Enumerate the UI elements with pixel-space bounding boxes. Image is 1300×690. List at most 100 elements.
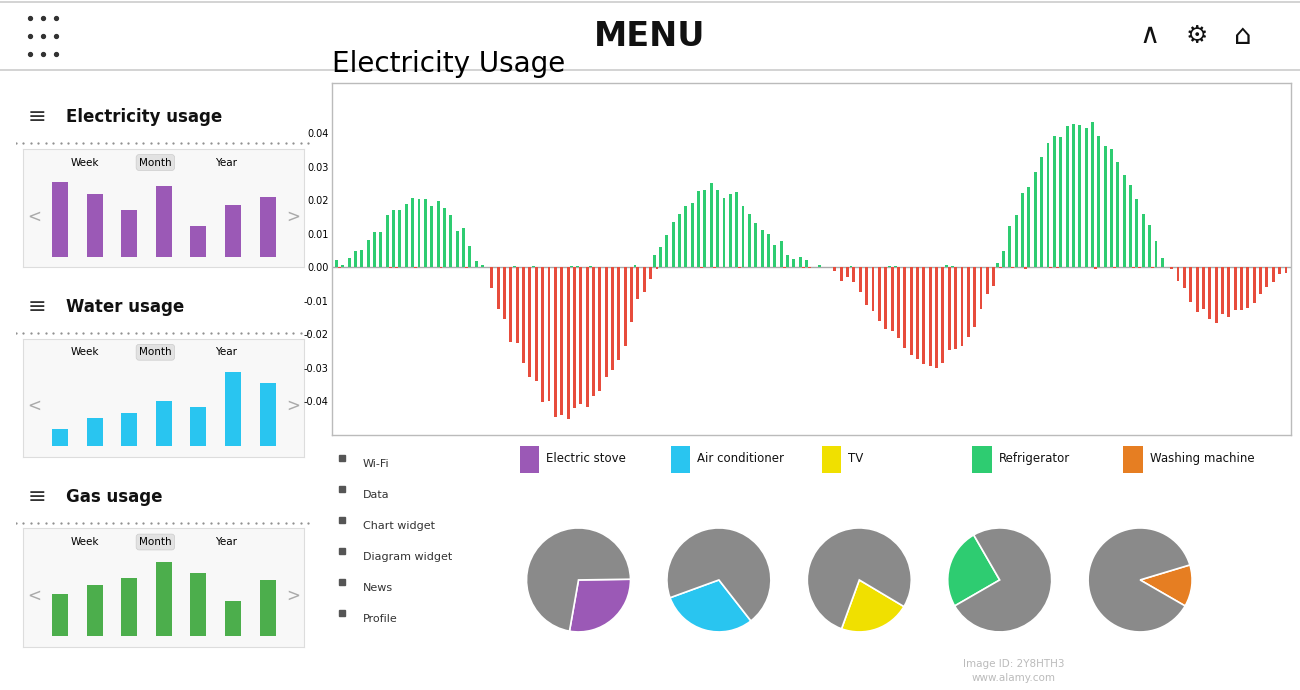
Bar bbox=[840, 267, 842, 282]
Bar bbox=[690, 204, 694, 267]
Bar bbox=[1161, 258, 1164, 267]
Bar bbox=[190, 226, 207, 257]
Bar bbox=[672, 222, 675, 267]
Bar bbox=[954, 267, 957, 349]
Text: Year: Year bbox=[214, 157, 237, 168]
Bar bbox=[786, 255, 789, 267]
Bar bbox=[948, 267, 950, 350]
Bar bbox=[389, 267, 391, 268]
Bar bbox=[846, 267, 849, 277]
Text: Water usage: Water usage bbox=[66, 298, 185, 316]
Bar bbox=[1066, 126, 1069, 267]
Bar bbox=[541, 267, 545, 402]
Bar bbox=[456, 230, 459, 267]
Bar bbox=[697, 190, 699, 267]
Bar bbox=[1271, 267, 1275, 282]
Bar bbox=[1135, 199, 1139, 267]
Bar bbox=[560, 267, 563, 415]
Bar bbox=[481, 266, 484, 267]
Bar bbox=[1221, 267, 1223, 314]
Bar bbox=[967, 267, 970, 337]
Bar bbox=[1234, 267, 1236, 310]
Bar bbox=[347, 259, 351, 267]
Bar bbox=[532, 266, 534, 267]
Text: Washing machine: Washing machine bbox=[1149, 453, 1254, 465]
Bar bbox=[637, 267, 640, 299]
Bar bbox=[490, 267, 493, 288]
Bar bbox=[891, 267, 893, 331]
Text: www.alamy.com: www.alamy.com bbox=[972, 673, 1056, 683]
Bar bbox=[703, 190, 706, 267]
Bar bbox=[1227, 267, 1230, 317]
Text: >: > bbox=[286, 208, 300, 226]
Wedge shape bbox=[807, 528, 911, 629]
Bar bbox=[1060, 137, 1062, 267]
Text: ≡: ≡ bbox=[27, 486, 46, 506]
Bar bbox=[894, 266, 897, 267]
Bar bbox=[354, 251, 358, 267]
Bar bbox=[850, 266, 853, 267]
Bar bbox=[1002, 250, 1005, 267]
Bar bbox=[952, 266, 954, 267]
Text: Electricity usage: Electricity usage bbox=[66, 108, 222, 126]
Bar bbox=[822, 446, 841, 473]
Bar bbox=[1093, 267, 1097, 268]
Text: Data: Data bbox=[363, 490, 390, 500]
Bar bbox=[1091, 122, 1093, 267]
Bar bbox=[712, 267, 715, 268]
Bar bbox=[190, 573, 207, 636]
Bar bbox=[569, 266, 573, 267]
Text: Month: Month bbox=[139, 537, 172, 547]
Text: Week: Week bbox=[72, 537, 99, 547]
Bar bbox=[1027, 186, 1031, 267]
Bar bbox=[809, 267, 811, 268]
Bar bbox=[1260, 267, 1262, 294]
Bar bbox=[474, 261, 477, 267]
Bar bbox=[225, 601, 240, 636]
Bar bbox=[666, 235, 668, 267]
Bar bbox=[516, 267, 519, 343]
Text: Wi-Fi: Wi-Fi bbox=[363, 459, 390, 469]
Bar bbox=[1123, 175, 1126, 267]
Bar bbox=[1154, 241, 1157, 267]
Bar bbox=[1183, 267, 1186, 288]
Bar bbox=[793, 259, 796, 267]
Bar bbox=[338, 267, 341, 268]
Bar bbox=[624, 267, 627, 346]
Bar bbox=[1284, 267, 1287, 273]
Bar bbox=[928, 267, 932, 366]
Bar bbox=[710, 183, 712, 267]
Bar bbox=[1150, 267, 1154, 268]
Bar bbox=[871, 267, 875, 310]
Text: alamy: alamy bbox=[53, 660, 129, 680]
Bar bbox=[225, 205, 240, 257]
Bar bbox=[736, 192, 738, 267]
Wedge shape bbox=[569, 579, 630, 632]
Bar bbox=[1265, 267, 1269, 286]
Bar bbox=[985, 267, 989, 295]
Bar bbox=[1011, 267, 1014, 268]
Bar bbox=[465, 267, 468, 268]
Text: News: News bbox=[363, 583, 393, 593]
Wedge shape bbox=[948, 535, 1000, 606]
Bar bbox=[497, 267, 499, 308]
Bar bbox=[1141, 214, 1145, 267]
Bar bbox=[866, 267, 868, 305]
Bar bbox=[567, 267, 569, 420]
Bar bbox=[980, 267, 983, 308]
Wedge shape bbox=[1140, 565, 1192, 606]
Bar bbox=[798, 257, 802, 267]
Text: Week: Week bbox=[72, 347, 99, 357]
Bar bbox=[767, 235, 770, 267]
Bar bbox=[684, 206, 688, 267]
Wedge shape bbox=[526, 528, 630, 631]
Bar bbox=[1253, 267, 1256, 303]
Bar bbox=[121, 413, 138, 446]
Bar bbox=[910, 267, 913, 355]
Bar bbox=[1046, 144, 1049, 267]
Bar bbox=[649, 267, 653, 279]
Bar bbox=[1170, 267, 1173, 269]
Bar bbox=[916, 267, 919, 359]
Bar bbox=[424, 199, 426, 267]
Bar bbox=[87, 585, 103, 636]
